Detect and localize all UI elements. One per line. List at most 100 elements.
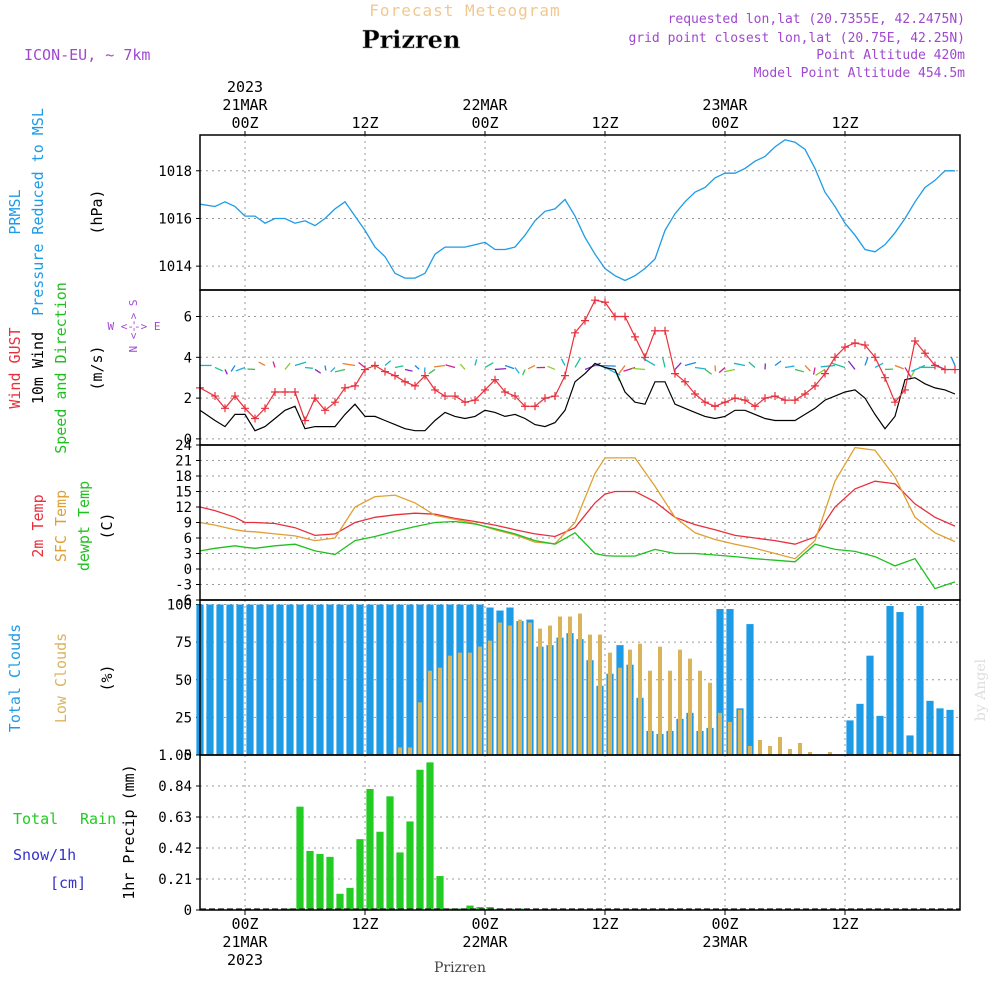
low-cloud-bar xyxy=(477,646,483,755)
wind-arrow xyxy=(358,362,366,368)
total-cloud-bar xyxy=(286,604,294,755)
temp-unit: (C) xyxy=(98,512,116,539)
total-cloud-bar xyxy=(726,609,734,755)
wind-arrow xyxy=(574,357,582,368)
gust-marker xyxy=(691,390,699,399)
low-cloud-bar xyxy=(727,721,733,755)
top-axis-label: 12Z xyxy=(591,114,618,132)
gust-marker xyxy=(261,404,269,413)
wind-speed-line xyxy=(199,362,956,432)
gust-marker xyxy=(481,385,489,394)
bottom-axis-label: 2023 xyxy=(227,951,263,969)
cloud-label-2: Low Clouds xyxy=(52,633,70,723)
low-cloud-bar xyxy=(487,640,493,755)
bottom-axis-label: 12Z xyxy=(831,915,858,933)
footer-city: Prizren xyxy=(434,960,486,976)
bottom-axis-label: 12Z xyxy=(591,915,618,933)
low-cloud-bar xyxy=(687,658,693,755)
gust-marker xyxy=(811,381,819,390)
gust-marker xyxy=(751,402,759,411)
low-cloud-bar xyxy=(587,634,593,755)
low-cloud-bar xyxy=(577,613,583,755)
rain-bar xyxy=(306,850,314,910)
wind-arrow xyxy=(404,368,413,372)
gust-marker xyxy=(211,392,219,401)
gust-marker xyxy=(571,328,579,337)
pressure-label-1: PRMSL xyxy=(6,189,24,234)
wind-tick-label: 0 xyxy=(184,432,192,448)
gust-marker xyxy=(871,353,879,362)
total-cloud-bar xyxy=(406,604,414,755)
total-cloud-bar xyxy=(946,709,954,755)
wind-arrow xyxy=(514,367,520,374)
bottom-axis-label: 00Z xyxy=(471,915,498,933)
wind-arrow xyxy=(224,369,228,375)
total-cloud-bar xyxy=(366,604,374,755)
low-cloud-bar xyxy=(437,667,443,755)
bottom-axis-label: 22MAR xyxy=(462,933,508,951)
low-cloud-bar xyxy=(607,652,613,755)
wind-arrow xyxy=(784,365,795,369)
low-cloud-bar xyxy=(537,628,543,755)
panel-frame xyxy=(199,289,961,446)
top-axis-label: 00Z xyxy=(711,114,738,132)
total-cloud-bar xyxy=(416,604,424,755)
wind-arrow xyxy=(324,365,327,371)
total-cloud-bar xyxy=(326,604,334,755)
top-axis-label: 21MAR xyxy=(222,96,268,114)
gust-marker xyxy=(371,361,379,370)
gust-marker xyxy=(521,402,529,411)
wind-arrow xyxy=(334,368,346,373)
low-cloud-bar xyxy=(717,712,723,755)
cloud-label-1: Total Clouds xyxy=(6,624,24,732)
gust-marker xyxy=(311,394,319,403)
point-altitude: Point Altitude 420m xyxy=(816,48,965,63)
top-axis-label: 12Z xyxy=(351,114,378,132)
wind-arrow xyxy=(423,367,426,373)
gust-marker xyxy=(771,392,779,401)
low-cloud-bar xyxy=(597,634,603,755)
total-cloud-bar xyxy=(256,604,264,755)
low-cloud-bar xyxy=(827,751,833,755)
wind-arrow xyxy=(704,368,713,375)
low-cloud-bar xyxy=(637,643,643,755)
gust-marker xyxy=(241,404,249,413)
gust-marker xyxy=(641,353,649,362)
bottom-axis-label: 23MAR xyxy=(702,933,748,951)
gust-marker xyxy=(461,398,469,407)
panel-5 xyxy=(244,755,846,910)
total-cloud-bar xyxy=(356,604,364,755)
credit-watermark: by Angel xyxy=(973,658,989,721)
low-cloud-bar xyxy=(467,652,473,755)
gust-marker xyxy=(231,392,239,401)
total-cloud-bar xyxy=(886,606,894,755)
cloud-tick-label: 100 xyxy=(167,598,192,614)
total-cloud-bar xyxy=(206,604,214,755)
temp-label-2: SFC Temp xyxy=(52,490,70,562)
precip-tick-label: 0.63 xyxy=(158,810,192,826)
wind-arrow xyxy=(445,364,456,369)
gust-marker xyxy=(491,375,499,384)
wind-arrow xyxy=(674,362,682,370)
wind-arrow xyxy=(294,361,307,367)
model-label: ICON-EU, ~ 7km xyxy=(24,46,150,64)
total-cloud-bar xyxy=(316,604,324,755)
total-cloud-bar xyxy=(716,609,724,755)
wind-arrow xyxy=(330,367,336,373)
pressure-tick-label: 1018 xyxy=(158,164,192,180)
rain-bar xyxy=(316,853,324,910)
precip-label-unit-cm: [cm] xyxy=(50,874,86,892)
wind-arrow xyxy=(804,365,811,372)
gust-marker xyxy=(891,398,899,407)
gust-marker xyxy=(471,396,479,405)
gust-marker xyxy=(431,385,439,394)
top-axis-label: 22MAR xyxy=(462,96,508,114)
gust-marker xyxy=(801,390,809,399)
low-cloud-bar xyxy=(667,670,673,755)
gust-marker xyxy=(791,396,799,405)
panel-frame xyxy=(199,134,961,291)
rain-bar xyxy=(336,893,344,910)
low-cloud-bar xyxy=(927,751,933,755)
temp-tick-label: 3 xyxy=(184,547,192,563)
wind-arrow xyxy=(694,366,707,370)
